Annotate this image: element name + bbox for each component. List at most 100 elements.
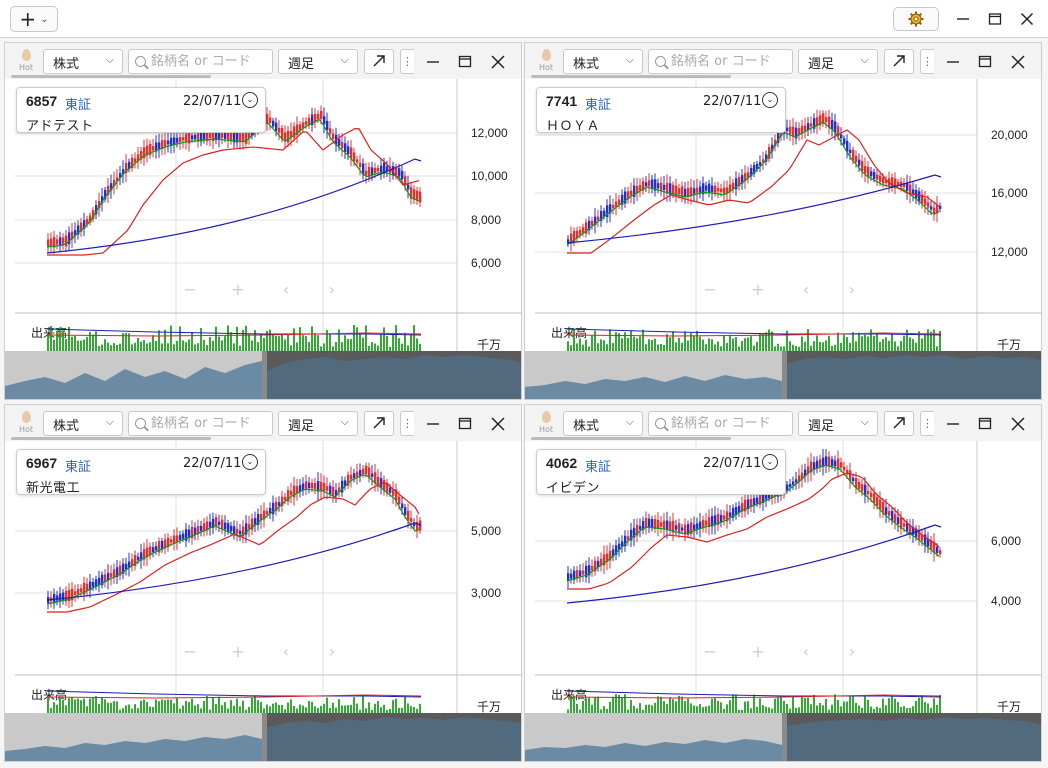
volume-bar: [591, 335, 593, 351]
candle: [179, 137, 182, 142]
range-navigator[interactable]: [5, 713, 521, 761]
panel-close-button[interactable]: [1008, 52, 1028, 72]
search-icon: [135, 418, 146, 429]
panel-close-button[interactable]: [488, 414, 508, 434]
period-select[interactable]: 週足 ⌵: [278, 411, 358, 436]
range-navigator[interactable]: [525, 713, 1041, 761]
search-input[interactable]: [671, 52, 789, 71]
add-chart-button[interactable]: + ⌄: [10, 6, 58, 32]
range-navigator[interactable]: [5, 351, 521, 399]
navigator-handle[interactable]: [782, 351, 787, 399]
candle: [600, 558, 603, 566]
more-options-button[interactable]: ⋮: [400, 49, 414, 74]
panel-minimize-button[interactable]: [943, 52, 963, 72]
scroll-left-button[interactable]: ‹: [282, 642, 290, 661]
scroll-right-button[interactable]: ›: [848, 642, 856, 661]
volume-bar: [227, 325, 229, 351]
candle: [104, 189, 107, 200]
market-select[interactable]: 株式 ⌵: [43, 411, 123, 436]
volume-bar: [155, 340, 157, 351]
toolbar-scrollbar[interactable]: [531, 75, 731, 78]
scroll-left-button[interactable]: ‹: [802, 280, 810, 299]
hot-button[interactable]: Hot: [533, 48, 559, 74]
zoom-out-button[interactable]: −: [183, 280, 197, 299]
hot-button[interactable]: Hot: [13, 410, 39, 436]
volume-bar: [47, 334, 49, 351]
period-select[interactable]: 週足 ⌵: [798, 411, 878, 436]
volume-bar: [927, 329, 929, 351]
volume-bar: [317, 335, 319, 351]
panel-maximize-button[interactable]: [455, 52, 475, 72]
zoom-out-button[interactable]: −: [703, 280, 717, 299]
chevron-down-icon[interactable]: ⌄: [762, 454, 778, 470]
zoom-out-button[interactable]: −: [703, 642, 717, 661]
window-maximize-button[interactable]: [984, 8, 1006, 30]
popout-button[interactable]: [364, 49, 394, 74]
chevron-down-icon[interactable]: ⌄: [242, 454, 258, 470]
navigator-handle[interactable]: [782, 713, 787, 761]
y-tick-label: 6,000: [991, 534, 1021, 548]
panel-maximize-button[interactable]: [975, 414, 995, 434]
zoom-in-button[interactable]: +: [751, 642, 765, 661]
hot-button[interactable]: Hot: [13, 48, 39, 74]
market-select[interactable]: 株式 ⌵: [43, 49, 123, 74]
panel-close-button[interactable]: [1008, 414, 1028, 434]
more-options-button[interactable]: ⋮: [400, 411, 414, 436]
period-select[interactable]: 週足 ⌵: [278, 49, 358, 74]
popout-button[interactable]: [884, 49, 914, 74]
hot-button[interactable]: Hot: [533, 410, 559, 436]
chevron-down-icon[interactable]: ⌄: [242, 92, 258, 108]
settings-button[interactable]: [893, 7, 939, 31]
candle: [639, 526, 642, 530]
scroll-left-button[interactable]: ‹: [802, 642, 810, 661]
volume-bar: [696, 706, 698, 713]
panel-minimize-button[interactable]: [943, 414, 963, 434]
toolbar-scrollbar[interactable]: [11, 75, 211, 78]
panel-close-button[interactable]: [488, 52, 508, 72]
volume-bar: [906, 708, 908, 713]
scroll-left-button[interactable]: ‹: [282, 280, 290, 299]
toolbar-scrollbar[interactable]: [531, 437, 731, 440]
scroll-right-button[interactable]: ›: [328, 642, 336, 661]
candle: [717, 188, 720, 192]
volume-bar: [801, 336, 803, 351]
market-select[interactable]: 株式 ⌵: [563, 411, 643, 436]
zoom-out-button[interactable]: −: [183, 642, 197, 661]
window-minimize-button[interactable]: [952, 8, 974, 30]
scroll-right-button[interactable]: ›: [328, 280, 336, 299]
panel-minimize-button[interactable]: [423, 52, 443, 72]
panel-maximize-button[interactable]: [455, 414, 475, 434]
volume-bar: [891, 332, 893, 351]
volume-bar: [567, 341, 569, 351]
search-input[interactable]: [151, 52, 269, 71]
panel-maximize-button[interactable]: [975, 52, 995, 72]
navigator-handle[interactable]: [262, 713, 267, 761]
period-select[interactable]: 週足 ⌵: [798, 49, 878, 74]
y-tick-label: 3,000: [471, 586, 501, 600]
popout-button[interactable]: [884, 411, 914, 436]
more-options-button[interactable]: ⋮: [920, 411, 934, 436]
popout-button[interactable]: [364, 411, 394, 436]
search-input[interactable]: [671, 414, 789, 433]
zoom-in-button[interactable]: +: [751, 280, 765, 299]
volume-bar: [326, 329, 328, 351]
navigator-handle[interactable]: [262, 351, 267, 399]
toolbar-scrollbar[interactable]: [11, 437, 211, 440]
panel-minimize-button[interactable]: [423, 414, 443, 434]
scroll-right-button[interactable]: ›: [848, 280, 856, 299]
zoom-in-button[interactable]: +: [231, 280, 245, 299]
more-options-button[interactable]: ⋮: [920, 49, 934, 74]
chevron-down-icon[interactable]: ⌄: [762, 92, 778, 108]
chevron-down-icon: ⌵: [860, 415, 869, 428]
market-select[interactable]: 株式 ⌵: [563, 49, 643, 74]
candlestick-chart[interactable]: 12,00010,0008,0006,00021/04/0522/01/04出来…: [5, 79, 522, 351]
window-close-button[interactable]: [1016, 8, 1038, 30]
search-input[interactable]: [151, 414, 269, 433]
volume-bar: [735, 694, 737, 713]
panel-toolbar: Hot 株式 ⌵ 週足 ⌵ ⋮: [525, 405, 1041, 441]
range-navigator[interactable]: [525, 351, 1041, 399]
zoom-in-button[interactable]: +: [231, 642, 245, 661]
